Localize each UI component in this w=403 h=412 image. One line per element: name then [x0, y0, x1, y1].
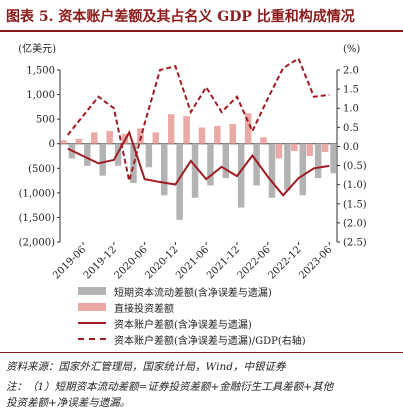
note-line-1: 注：（1）短期资本流动差额=证券投资差额+金融衍生工具差额+其他 — [6, 381, 334, 393]
right-tick-label: (1.5) — [343, 199, 367, 210]
legend-swatch-dashed-line — [78, 338, 106, 340]
legend-label: 短期资本流动差额(含净误差与遗漏) — [114, 287, 272, 299]
short-term-capital-bar — [284, 143, 291, 191]
right-tick-label: 1.0 — [343, 104, 359, 115]
short-term-capital-bar — [161, 143, 168, 196]
short-term-capital-bar — [145, 143, 153, 168]
short-term-capital-bar — [268, 143, 276, 198]
fdi-bar — [91, 132, 98, 144]
short-term-capital-bar — [299, 143, 306, 196]
right-tick-label: 2.0 — [343, 66, 359, 77]
short-term-capital-bar — [330, 143, 337, 174]
right-tick-label: (0.5) — [343, 161, 367, 172]
legend-item-capital-account: 资本账户差额(含净误差与遗漏) — [78, 316, 252, 331]
fdi-bar — [306, 143, 313, 156]
left-tick-label: 0 — [49, 139, 55, 150]
fdi-bar — [60, 140, 67, 144]
chart-title: 图表 5. 资本账户差额及其占名义 GDP 比重和构成情况 — [6, 9, 355, 25]
right-tick-label: 0.0 — [343, 142, 359, 153]
left-axis-unit: (亿美元) — [18, 42, 56, 55]
fdi-bar — [214, 126, 221, 144]
short-term-capital-bar — [237, 143, 245, 208]
chart-plot: (亿美元) (%) 1,500 1,000 500 0 (500) (1,000) (1,500… — [18, 42, 367, 282]
fdi-bar — [291, 143, 298, 152]
left-tick-label: 1,000 — [26, 90, 55, 101]
short-term-capital-bar — [191, 143, 199, 198]
legend-label: 资本账户差额(含净误差与遗漏)/GDP(右轴) — [114, 335, 306, 347]
right-tick-label: (1.0) — [343, 180, 367, 191]
note-line-2: 投资差额+净误差与遗漏。 — [6, 397, 131, 409]
fdi-bar — [75, 138, 83, 144]
short-term-capital-bar — [314, 143, 322, 179]
fdi-bar — [183, 116, 190, 144]
footer: 资料来源：国家外汇管理局，国家统计局，Wind，中银证券 注：（1）短期资本流动… — [0, 352, 403, 412]
short-term-capital-bar — [207, 143, 214, 186]
legend-item-fdi: 直接投资差额 — [78, 300, 174, 315]
fdi-bar — [198, 127, 206, 144]
right-tick-label: (2.5) — [343, 238, 367, 249]
right-tick-label: 0.5 — [343, 123, 359, 134]
left-tick-label: (1,000) — [19, 188, 56, 199]
legend-swatch-gray-bar — [78, 287, 106, 295]
x-tick-label: 2023-06 — [297, 244, 334, 281]
left-tick-label: (500) — [28, 164, 55, 175]
chart-legend: 短期资本流动差额(含净误差与遗漏) 直接投资差额 资本账户差额(含净误差与遗漏)… — [44, 282, 384, 348]
left-tick-label: 1,500 — [26, 66, 55, 77]
short-term-capital-bar — [99, 143, 106, 176]
left-tick-label: (2,000) — [19, 238, 56, 249]
right-tick-label: 1.5 — [343, 85, 359, 96]
short-term-capital-bar — [253, 143, 260, 186]
fdi-bar — [275, 143, 283, 159]
source-note: 资料来源：国家外汇管理局，国家统计局，Wind，中银证券 — [6, 361, 286, 373]
fdi-bar — [321, 143, 329, 153]
legend-item-capital-account-gdp: 资本账户差额(含净误差与遗漏)/GDP(右轴) — [78, 332, 306, 347]
left-tick-label: 500 — [36, 115, 55, 126]
title-bar: 图表 5. 资本账户差额及其占名义 GDP 比重和构成情况 — [0, 0, 403, 32]
fdi-bar — [229, 124, 236, 144]
capital-account-gdp-line — [66, 57, 330, 182]
short-term-capital-bar — [222, 143, 230, 179]
right-axis-unit: (%) — [343, 44, 360, 55]
fdi-bar — [152, 132, 160, 144]
fdi-bar — [244, 113, 252, 144]
legend-swatch-solid-line — [78, 322, 106, 324]
right-tick-label: (2.0) — [343, 218, 367, 229]
legend-label: 直接投资差额 — [114, 303, 174, 315]
short-term-capital-bar — [176, 143, 183, 220]
left-tick-label: (1,500) — [19, 213, 56, 224]
capital-account-line — [67, 129, 330, 197]
legend-swatch-pink-bar — [78, 303, 106, 311]
fdi-bar — [167, 114, 175, 144]
legend-item-short-term-capital: 短期资本流动差额(含净误差与遗漏) — [78, 284, 272, 299]
fdi-bar — [260, 137, 267, 144]
short-term-capital-bar — [114, 143, 122, 166]
fdi-bar — [106, 130, 113, 144]
legend-label: 资本账户差额(含净误差与遗漏) — [114, 319, 252, 331]
short-term-capital-bar — [84, 143, 91, 166]
